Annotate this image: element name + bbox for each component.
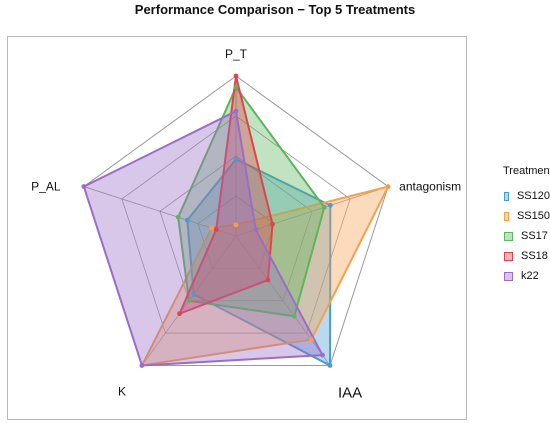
legend-item-SS150: SS150 bbox=[504, 206, 550, 226]
axis-label-3: K bbox=[118, 384, 126, 398]
chart-title: Performance Comparison − Top 5 Treatment… bbox=[134, 2, 416, 17]
legend-label: SS18 bbox=[521, 250, 548, 262]
data-point-SS150-4 bbox=[209, 225, 215, 231]
axis-label-0: P_T bbox=[225, 47, 248, 61]
series-area-SS18 bbox=[178, 75, 274, 315]
legend-items: SS120 SS150 SS17 SS18 k22 bbox=[482, 186, 550, 286]
legend-item-SS17: SS17 bbox=[504, 226, 550, 246]
data-point-SS150-2 bbox=[308, 337, 314, 342]
data-point-SS17-1 bbox=[321, 204, 327, 210]
data-point-SS120-1 bbox=[327, 202, 333, 208]
legend-swatch bbox=[504, 191, 509, 201]
data-point-k22-4 bbox=[81, 184, 87, 189]
legend-label: SS150 bbox=[516, 210, 550, 222]
legend-label: SS17 bbox=[521, 230, 548, 242]
legend-item-SS18: SS18 bbox=[504, 246, 550, 266]
data-point-SS150-1 bbox=[385, 184, 391, 189]
grid-ring-1 bbox=[197, 195, 275, 269]
grid-ring-2 bbox=[159, 155, 313, 302]
legend-label: k22 bbox=[521, 270, 539, 282]
data-point-SS18-4 bbox=[213, 227, 219, 232]
axis-label-1: antagonism bbox=[399, 180, 461, 194]
legend-swatch bbox=[504, 251, 513, 261]
legend-swatch bbox=[504, 271, 513, 281]
data-point-SS18-3 bbox=[177, 311, 182, 317]
data-point-k22-3 bbox=[139, 363, 145, 368]
data-point-SS17-0 bbox=[233, 84, 239, 90]
data-point-SS120-2 bbox=[327, 363, 333, 368]
legend-item-k22: k22 bbox=[504, 266, 550, 286]
data-point-SS17-4 bbox=[175, 214, 181, 220]
legend-label: SS120 bbox=[516, 190, 550, 202]
data-point-SS18-1 bbox=[270, 221, 275, 227]
data-point-SS17-2 bbox=[291, 313, 297, 319]
grid-ring-4 bbox=[83, 75, 389, 366]
legend-title: Treatments bbox=[503, 165, 550, 177]
series-area-k22 bbox=[82, 110, 324, 367]
grid-ring-3 bbox=[121, 115, 351, 334]
legend-swatch bbox=[504, 231, 513, 241]
axis-label-4: P_AL bbox=[31, 180, 61, 194]
data-point-SS17-3 bbox=[186, 298, 192, 304]
legend-swatch bbox=[504, 211, 509, 221]
axis-label-2: IAA bbox=[338, 384, 362, 401]
data-point-SS150-0 bbox=[233, 222, 239, 228]
axis-spoke-2 bbox=[235, 235, 331, 366]
data-point-SS18-0 bbox=[233, 73, 239, 79]
data-point-k22-0 bbox=[233, 108, 239, 114]
axis-spoke-1 bbox=[235, 186, 389, 237]
data-point-SS120-4 bbox=[184, 217, 190, 223]
data-point-SS120-3 bbox=[191, 291, 197, 297]
legend: Treatments SS120 SS150 SS17 SS18 k22 bbox=[482, 165, 550, 286]
data-point-k22-1 bbox=[253, 227, 259, 232]
data-point-SS18-2 bbox=[265, 277, 271, 283]
legend-item-SS120: SS120 bbox=[504, 186, 550, 206]
plot-panel bbox=[7, 36, 467, 420]
data-point-SS120-0 bbox=[233, 156, 239, 162]
data-point-k22-2 bbox=[320, 352, 325, 358]
